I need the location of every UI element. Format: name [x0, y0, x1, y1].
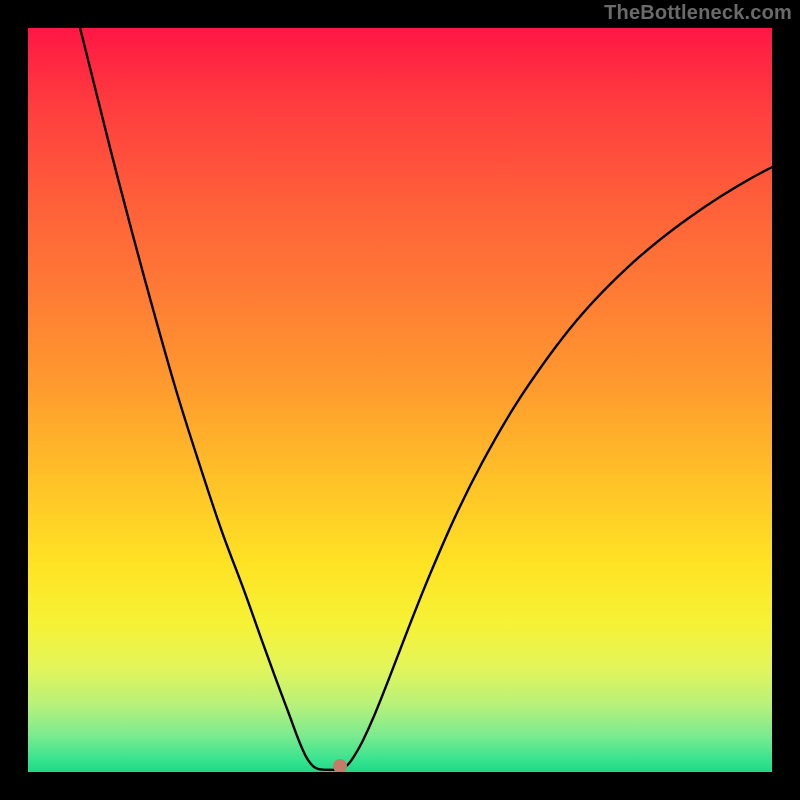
plot-area	[28, 28, 772, 772]
watermark-text: TheBottleneck.com	[604, 2, 792, 25]
chart-frame: TheBottleneck.com	[0, 0, 800, 800]
bottleneck-curve	[28, 28, 772, 772]
optimal-point-marker	[333, 759, 347, 772]
